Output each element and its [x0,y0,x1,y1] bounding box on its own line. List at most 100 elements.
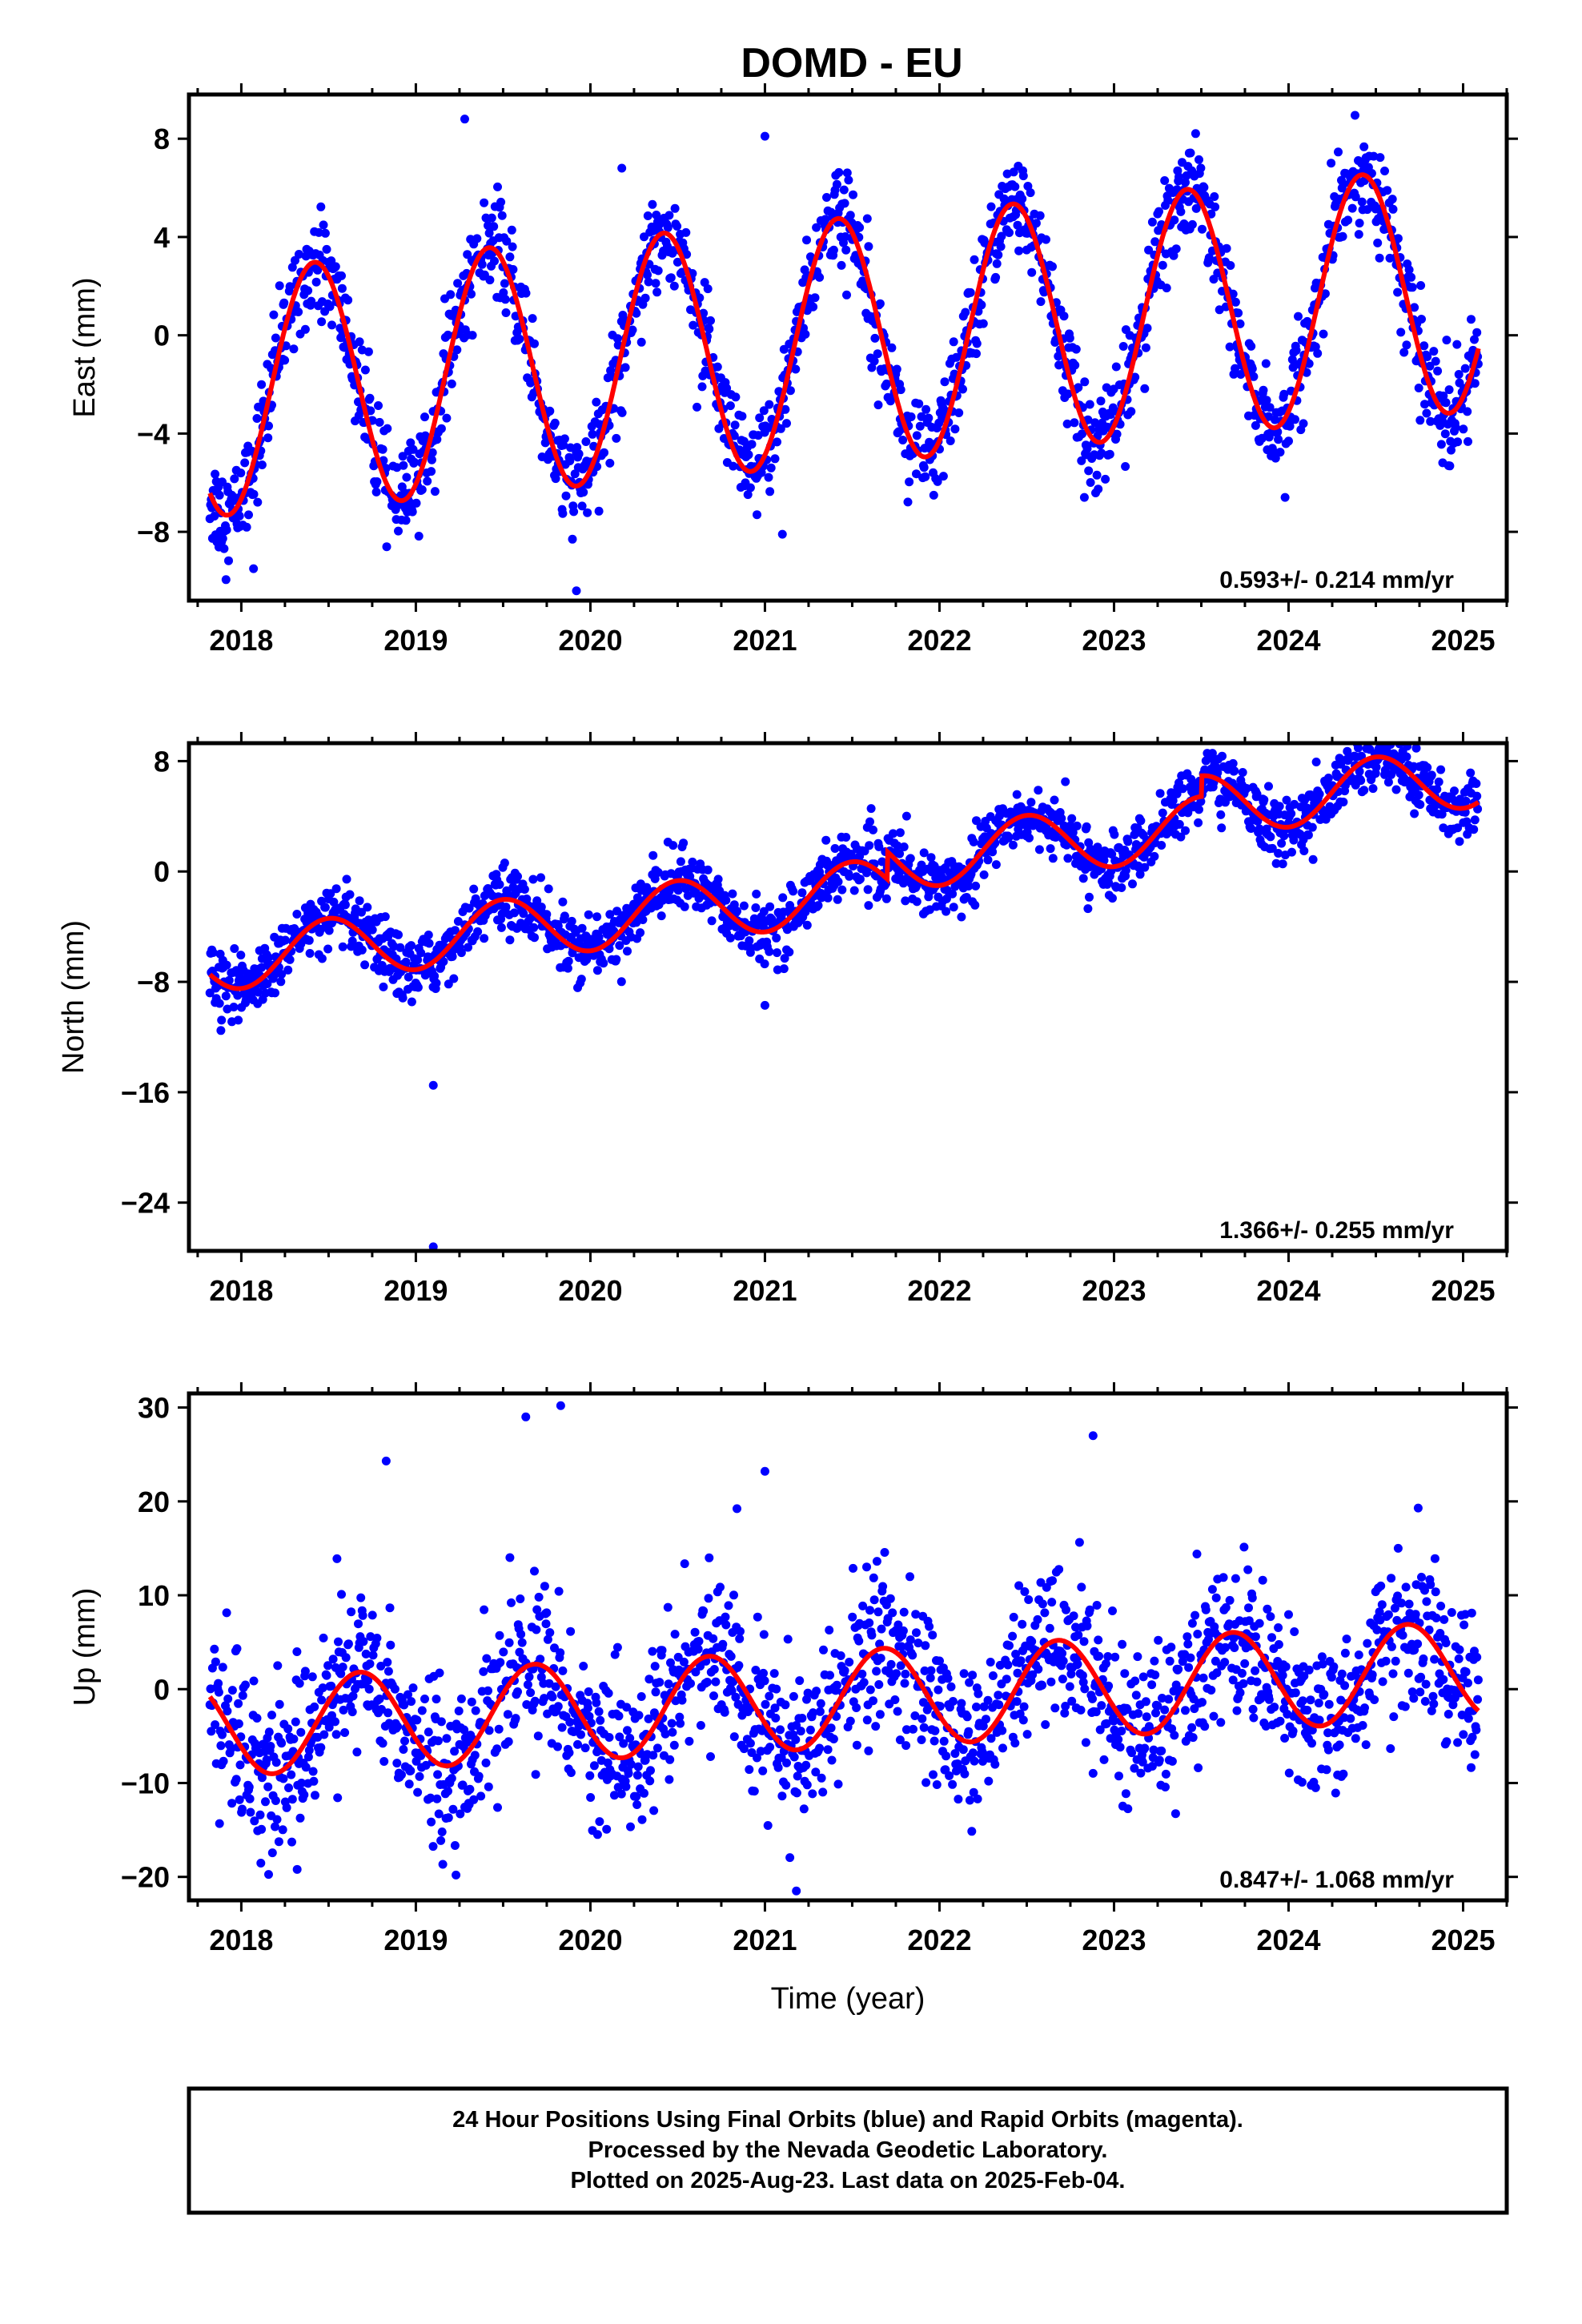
data-point [324,926,334,935]
data-point [1319,329,1328,339]
y-tick-label: 4 [154,221,170,254]
data-point [1291,415,1299,424]
data-point [940,377,950,387]
data-point [283,1724,293,1734]
data-point [845,1716,855,1726]
data-point [1444,385,1454,395]
data-point [493,182,502,191]
data-point [469,884,479,894]
data-point [751,903,761,912]
data-point [252,414,262,423]
data-point [1171,244,1181,254]
data-point [1123,1804,1133,1814]
data-point [640,293,650,303]
data-point [1355,766,1364,776]
data-point [636,928,645,938]
data-point [211,1720,220,1730]
data-point [343,1639,353,1649]
data-point [671,1696,681,1706]
data-point [1160,176,1170,185]
data-point [808,1789,817,1799]
data-point [978,319,988,328]
data-point [722,384,732,393]
data-point [1083,904,1093,914]
data-point [1420,400,1429,409]
data-point [558,509,568,518]
data-point [617,408,627,417]
data-point [711,1677,721,1687]
data-point [960,1769,970,1779]
data-point [1121,866,1130,875]
data-point [508,242,517,251]
data-point [752,889,761,899]
data-point [294,250,303,259]
data-point [865,1685,875,1695]
data-point [653,266,663,275]
data-point [758,1766,768,1775]
data-point [271,1796,280,1805]
data-point [278,1825,287,1835]
data-point [612,334,622,344]
data-point [1105,449,1114,459]
data-point [1027,267,1037,277]
data-point [661,1729,670,1739]
data-point [508,265,518,274]
data-point [1275,448,1285,457]
data-point [1463,407,1472,416]
data-point [215,1819,224,1828]
data-point [920,1666,930,1675]
data-point [257,1824,267,1834]
data-point [510,908,519,918]
data-point [703,865,713,875]
data-point [1003,1660,1013,1670]
data-point [984,1776,994,1786]
data-point [231,1775,241,1784]
data-point [304,935,314,945]
data-point [1210,192,1219,201]
data-point [274,1837,283,1847]
data-point [261,1797,270,1807]
data-point [1026,798,1036,807]
data-point [1164,1695,1174,1704]
data-point [917,1735,926,1744]
data-point [1058,1649,1067,1658]
data-point [1013,220,1022,230]
data-point [728,889,737,899]
data-point [357,945,367,955]
outlier-point [428,1242,438,1251]
data-point [1074,383,1083,392]
data-point [415,1771,424,1781]
data-point [946,869,955,879]
data-point [382,542,391,552]
data-point [1195,805,1203,814]
data-point [515,334,524,344]
data-point [970,255,979,264]
data-point [592,1830,602,1839]
data-point [912,897,921,907]
data-point [675,1712,685,1722]
data-point [536,873,545,883]
data-point [909,1724,917,1734]
data-point [917,860,926,870]
data-point [950,424,960,434]
data-point [781,404,790,414]
data-point [287,1837,296,1847]
data-point [565,1718,575,1727]
data-point [401,957,411,967]
data-point [1415,800,1425,810]
data-point [365,1659,375,1669]
data-point [1010,1739,1020,1748]
data-point [949,337,958,347]
data-point [1109,1716,1118,1726]
data-point [610,1650,620,1659]
data-point [1323,774,1333,782]
data-point [327,1681,336,1691]
data-point [1101,474,1110,484]
data-point [1393,234,1403,243]
data-point [430,487,440,497]
data-point [480,1605,489,1614]
data-point [886,1659,896,1669]
data-point [1038,1599,1047,1609]
data-point [759,1630,769,1639]
data-point [840,1666,849,1675]
